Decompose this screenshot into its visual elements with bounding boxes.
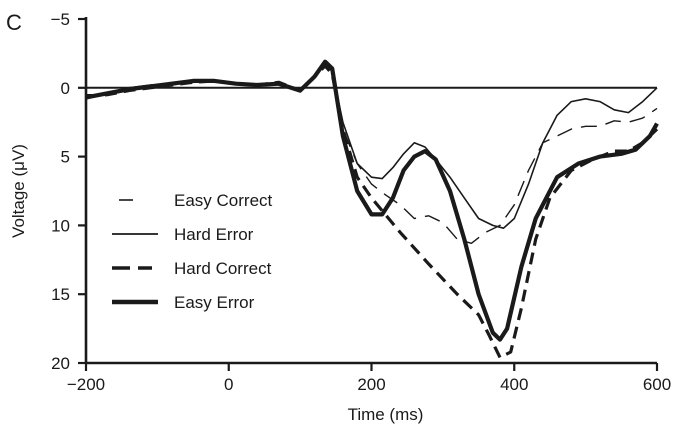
y-tick-label: 10 (51, 216, 70, 235)
y-tick-label: 0 (61, 79, 70, 98)
plot-area (85, 59, 659, 360)
y-axis-label: Voltage (μV) (9, 144, 28, 238)
y-tick-label: −5 (51, 10, 70, 29)
legend: Easy Correct Hard Error Hard Correct Easy E… (112, 191, 273, 312)
legend-label: Easy Correct (174, 191, 273, 210)
panel-label: C (6, 10, 22, 35)
x-tick-label: 400 (500, 375, 528, 394)
x-tick-label: 200 (357, 375, 385, 394)
x-tick-label: −200 (67, 375, 105, 394)
series-line-hard-error (85, 63, 658, 229)
y-tick-label: 20 (51, 354, 70, 373)
legend-label: Hard Error (174, 225, 254, 244)
legend-label: Hard Correct (174, 259, 272, 278)
y-tick-label: 5 (61, 148, 70, 167)
x-ticks: −200 0 200 400 600 (67, 363, 671, 394)
legend-label: Easy Error (174, 293, 255, 312)
x-axis-label: Time (ms) (348, 405, 424, 424)
y-tick-label: 15 (51, 285, 70, 304)
y-ticks: −5 0 5 10 15 20 (51, 10, 86, 373)
series-line-easy-error (85, 59, 659, 342)
series-layer (85, 59, 659, 360)
x-tick-label: 600 (643, 375, 671, 394)
x-tick-label: 0 (224, 375, 233, 394)
